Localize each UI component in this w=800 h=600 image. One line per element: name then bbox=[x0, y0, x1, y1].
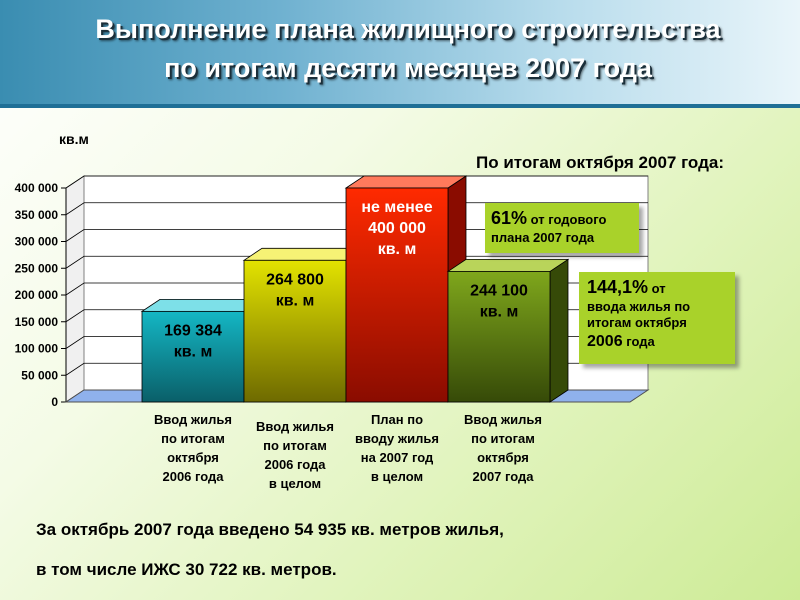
callout-plan-percent-text-2: плана 2007 года bbox=[491, 230, 595, 245]
bar-value-label: кв. м bbox=[480, 303, 519, 320]
x-category-label: 2006 года bbox=[264, 457, 326, 472]
callout-growth-percent-year: 2006 bbox=[587, 332, 623, 350]
x-category-label: вводу жилья bbox=[355, 431, 439, 446]
title-line-1: Выполнение плана жилищного строительства bbox=[95, 14, 721, 44]
callout-plan-percent-text-1: от годового bbox=[527, 212, 607, 227]
bar-value-label: 400 000 bbox=[368, 220, 426, 237]
y-tick-label: 400 000 bbox=[15, 181, 59, 195]
bar-value-label: кв. м bbox=[276, 292, 315, 309]
x-category-label: Ввод жилья bbox=[154, 412, 232, 427]
x-category-label: по итогам bbox=[161, 431, 225, 446]
x-category-label: План по bbox=[371, 412, 423, 427]
x-category-label: Ввод жилья bbox=[464, 412, 542, 427]
callout-growth-percent-text-3: итогам октября bbox=[587, 315, 687, 331]
x-category-label: Ввод жилья bbox=[256, 419, 334, 434]
y-tick-label: 250 000 bbox=[15, 261, 59, 275]
x-category-label: на 2007 год bbox=[361, 450, 434, 465]
x-category-label: в целом bbox=[371, 469, 423, 484]
callout-growth-percent: 144,1% от ввода жилья по итогам октября … bbox=[579, 272, 735, 364]
y-tick-label: 0 bbox=[51, 395, 58, 409]
x-category-label: октября bbox=[167, 450, 219, 465]
callout-growth-percent-text-1: от bbox=[648, 281, 666, 296]
bar-value-label: кв. м bbox=[378, 241, 417, 258]
bar-top bbox=[446, 259, 570, 272]
x-category-label: в целом bbox=[269, 476, 321, 491]
bar-value-label: кв. м bbox=[174, 343, 213, 360]
bar bbox=[141, 310, 245, 403]
bar-top bbox=[344, 175, 468, 189]
x-category-label: по итогам bbox=[263, 438, 327, 453]
bar-side bbox=[549, 258, 569, 403]
bar-value-label: не менее bbox=[361, 199, 432, 216]
x-category-label: 2006 года bbox=[162, 469, 224, 484]
y-tick-label: 300 000 bbox=[15, 235, 59, 249]
x-category-label: октября bbox=[477, 450, 529, 465]
title-bar: Выполнение плана жилищного строительства… bbox=[0, 0, 800, 108]
summary-line-2: в том числе ИЖС 30 722 кв. метров. bbox=[36, 560, 337, 579]
bar bbox=[447, 271, 551, 403]
callout-plan-percent-value: 61% bbox=[491, 208, 528, 228]
bar-value-label: 169 384 bbox=[164, 322, 222, 339]
x-category-label: 2007 года bbox=[472, 469, 534, 484]
bar-value-label: 244 100 bbox=[470, 282, 528, 299]
callout-growth-percent-value: 144,1% bbox=[587, 277, 649, 297]
callout-growth-percent-text-4: года bbox=[622, 333, 655, 349]
y-tick-label: 100 000 bbox=[15, 342, 59, 356]
title-line-2: по итогам десяти месяцев 2007 года bbox=[164, 53, 652, 83]
y-axis-unit-label: кв.м bbox=[59, 131, 89, 147]
chart-heading: По итогам октября 2007 года: bbox=[476, 153, 725, 172]
y-tick-label: 150 000 bbox=[15, 315, 59, 329]
callout-growth-percent-text-2: ввода жилья по bbox=[587, 299, 691, 314]
y-tick-label: 350 000 bbox=[15, 208, 59, 222]
summary-line-1: За октябрь 2007 года введено 54 935 кв. … bbox=[36, 520, 504, 539]
y-tick-label: 200 000 bbox=[15, 288, 59, 302]
x-category-label: по итогам bbox=[471, 431, 535, 446]
callout-plan-percent: 61% от годового плана 2007 года bbox=[485, 203, 639, 253]
y-tick-label: 50 000 bbox=[21, 368, 58, 382]
bar-value-label: 264 800 bbox=[266, 271, 324, 288]
